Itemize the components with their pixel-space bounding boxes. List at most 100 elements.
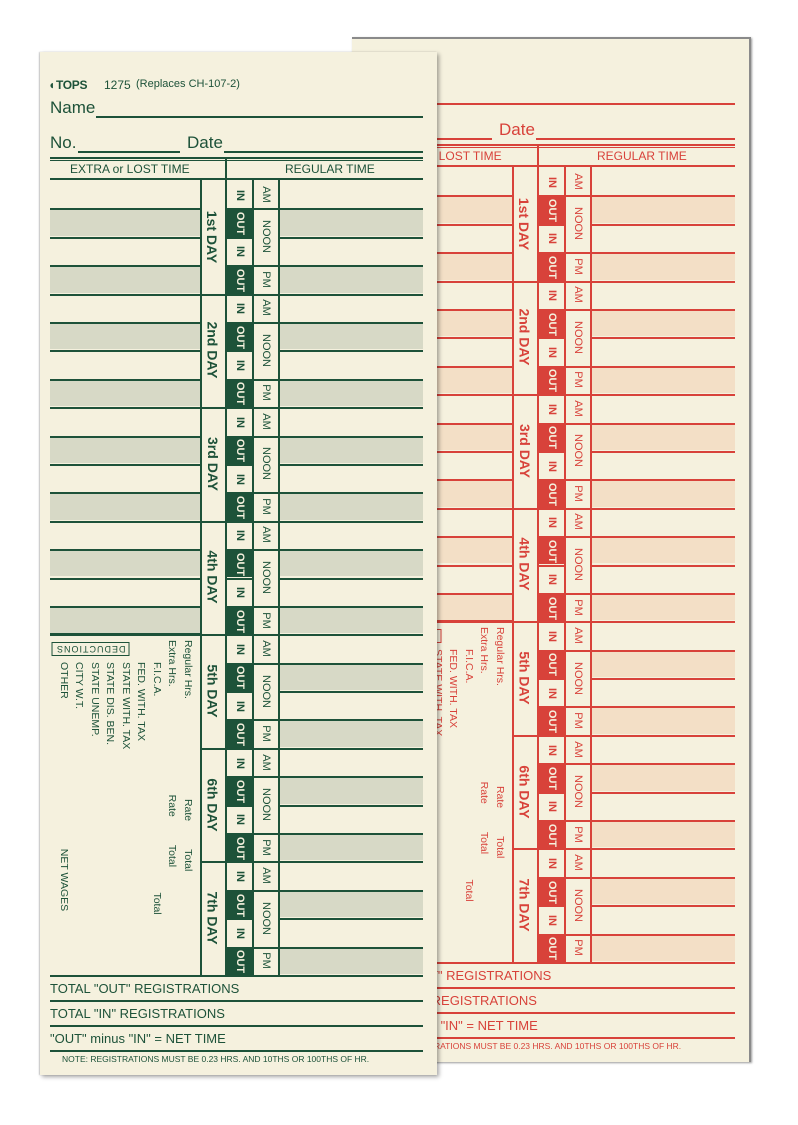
rule-line (50, 321, 200, 324)
rule-line (225, 833, 252, 836)
period-label: PM (571, 712, 584, 729)
out-punch-cell: OUT (539, 481, 564, 508)
rule-line (590, 763, 735, 766)
shaded-row (278, 494, 423, 520)
punch-label: OUT (233, 723, 246, 747)
punch-label: IN (234, 927, 246, 939)
in-punch-cell: IN (539, 226, 564, 252)
period-pm: PM (564, 366, 590, 394)
rule-line (362, 252, 512, 255)
rule-line (278, 946, 423, 949)
rule-line (590, 394, 735, 397)
registration-note: NOTE: REGISTRATIONS MUST BE 0.23 HRS. AN… (374, 1041, 682, 1051)
period-label: PM (571, 485, 584, 502)
rule-line (278, 180, 280, 975)
rule-line (252, 435, 278, 438)
shaded-row (278, 267, 423, 293)
rule-line (362, 450, 512, 453)
rule-line (225, 492, 252, 495)
period-label: NOON (571, 320, 584, 354)
period-label: AM (259, 753, 272, 771)
punch-label: IN (234, 643, 246, 655)
period-label: PM (571, 825, 584, 843)
rule-line (50, 975, 423, 977)
deduction-label: Total (494, 836, 506, 859)
rule-line (362, 195, 512, 198)
deduction-label: OTHER (58, 662, 70, 700)
out-punch-cell: OUT (227, 664, 252, 692)
punch-label: OUT (233, 893, 246, 917)
out-punch-cell: OUT (539, 424, 564, 451)
rule-line (590, 933, 735, 936)
rule-line (278, 236, 423, 239)
rule-line (537, 365, 564, 368)
rule-line (225, 208, 252, 211)
day-label: 6th DAY (512, 735, 537, 849)
shaded-row (278, 835, 423, 861)
period-noon: NOON (252, 549, 278, 606)
deduction-label: STATE UNEMP. (89, 662, 101, 737)
rule-line (50, 549, 200, 552)
day-label: 5th DAY (512, 621, 537, 735)
rule-line (564, 195, 590, 198)
period-label: AM (571, 400, 584, 417)
day-label: 7th DAY (200, 861, 225, 975)
period-noon: NOON (564, 650, 590, 707)
period-label: PM (571, 598, 584, 616)
rule-line (564, 706, 590, 709)
brand-logo: ◖TOPS (48, 78, 88, 92)
period-am: AM (252, 407, 278, 435)
punch-label: IN (546, 460, 558, 472)
out-punch-cell: OUT (227, 551, 252, 578)
shaded-row (50, 267, 200, 293)
rule-line (590, 621, 735, 624)
period-am: AM (564, 735, 590, 763)
no-label: No. (50, 133, 77, 152)
punch-label: IN (546, 233, 558, 245)
punch-label: OUT (233, 211, 246, 236)
period-label: PM (259, 725, 272, 742)
out-punch-cell: OUT (539, 878, 564, 906)
day-label-text: 5th DAY (204, 664, 221, 718)
rule-line (225, 719, 252, 722)
rule-line (200, 634, 278, 637)
form-number: 1275 (104, 78, 131, 92)
in-punch-cell: IN (539, 907, 564, 933)
in-punch-cell: IN (227, 636, 252, 662)
period-label: NOON (571, 661, 584, 695)
shaded-row (590, 651, 735, 678)
rule-line (537, 422, 564, 425)
rule-line (564, 479, 590, 482)
deduction-line: STATE WITH. TAX (120, 662, 133, 936)
in-punch-cell: IN (227, 296, 252, 322)
rule-line (362, 337, 512, 340)
deduction-line: FED. WITH. TAX (136, 662, 149, 944)
in-punch-cell: IN (227, 863, 252, 889)
rule-line (536, 138, 735, 140)
period-pm: PM (252, 606, 278, 634)
rule-line (564, 167, 566, 962)
in-punch-cell: IN (227, 523, 252, 549)
in-punch-cell: IN (227, 750, 252, 776)
shaded-row (50, 210, 200, 236)
day-label-text: 1st DAY (204, 210, 221, 263)
rule-line (590, 223, 735, 226)
period-noon: NOON (564, 763, 590, 820)
brand-name: TOPS (55, 78, 88, 92)
rule-line (564, 649, 590, 652)
rule-line (225, 350, 252, 353)
regular-time-header: REGULAR TIME (597, 149, 687, 163)
rule-line (362, 592, 512, 595)
rule-line (50, 492, 200, 495)
rule-line (200, 520, 278, 523)
net-time: "OUT" minus "IN" = NET TIME (50, 1031, 226, 1046)
rule-line (590, 167, 592, 962)
rule-line (252, 889, 278, 892)
punch-label: OUT (233, 666, 246, 690)
rule-line (537, 820, 564, 823)
day-label: 3rd DAY (200, 407, 225, 521)
deduction-line: Regular Hrs. Rate Total (494, 627, 507, 950)
shaded-row (50, 551, 200, 577)
period-noon: NOON (252, 208, 278, 265)
shaded-row (590, 822, 735, 848)
